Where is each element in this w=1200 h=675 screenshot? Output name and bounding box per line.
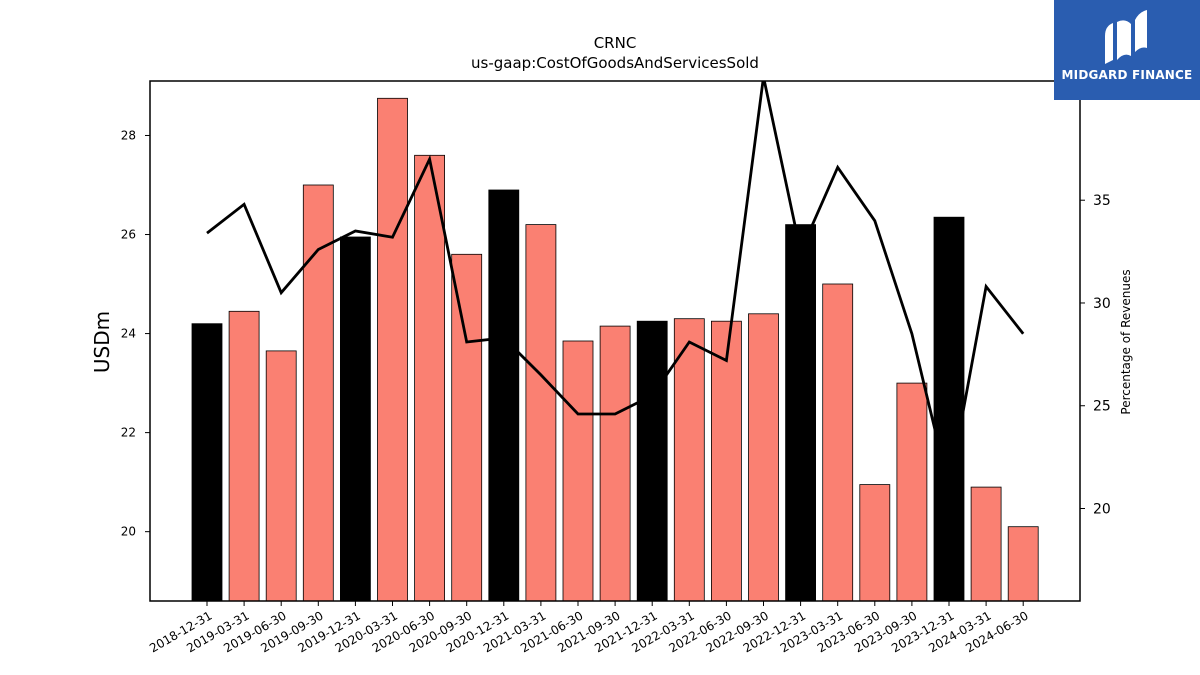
- y2-axis-label: Percentage of Revenues: [1119, 269, 1133, 414]
- y-tick-label: 28: [121, 128, 136, 142]
- bar-2019-12-31: [339, 236, 371, 602]
- bar-2022-06-30: [711, 320, 742, 602]
- y-tick-label: 26: [121, 228, 136, 242]
- bar-2021-09-30: [599, 325, 631, 602]
- bar-2023-03-31: [822, 283, 854, 602]
- chart-title: CRNC: [594, 34, 637, 52]
- bar-2019-06-30: [265, 350, 297, 602]
- y2-tick-label: 25: [1093, 399, 1111, 415]
- chart-subtitle: us-gaap:CostOfGoodsAndServicesSold: [471, 54, 759, 72]
- bar-2020-03-31: [377, 97, 408, 602]
- bar-2021-06-30: [562, 340, 594, 602]
- bar-2023-12-31: [933, 216, 965, 602]
- bar-2020-12-31: [488, 189, 520, 602]
- bar-2024-03-31: [970, 486, 1002, 602]
- bar-2024-06-30: [1007, 526, 1039, 602]
- percentage-line: [206, 81, 1025, 489]
- y-tick-label: 24: [121, 327, 136, 341]
- bar-2022-09-30: [748, 313, 779, 602]
- bar-2022-12-31: [785, 224, 816, 602]
- bar-2018-12-31: [191, 323, 223, 602]
- logo: MIDGARD FINANCE: [1054, 0, 1200, 100]
- y-tick-label: 22: [121, 426, 136, 440]
- bar-2019-03-31: [228, 310, 260, 602]
- bar-2021-03-31: [525, 224, 557, 602]
- bar-2020-09-30: [451, 253, 483, 602]
- y2-tick-label: 30: [1093, 296, 1111, 312]
- bar-2022-03-31: [673, 318, 705, 602]
- y2-tick-label: 35: [1093, 193, 1111, 209]
- bars-group: [191, 97, 1039, 602]
- bar-2020-06-30: [414, 154, 446, 602]
- y2-tick-label: 20: [1093, 502, 1111, 518]
- y-tick-label: 20: [121, 525, 136, 539]
- y-axis-label: USDm: [90, 311, 114, 373]
- line-group: [206, 81, 1025, 489]
- bar-2023-09-30: [896, 382, 928, 602]
- midgard-logo-icon: [1105, 10, 1147, 64]
- bar-2023-06-30: [859, 484, 891, 602]
- bar-2021-12-31: [636, 320, 668, 602]
- bar-2019-09-30: [302, 184, 334, 602]
- logo-text: MIDGARD FINANCE: [1061, 68, 1193, 82]
- axes-group: 2022242628202530352018-12-312019-03-3120…: [121, 80, 1111, 655]
